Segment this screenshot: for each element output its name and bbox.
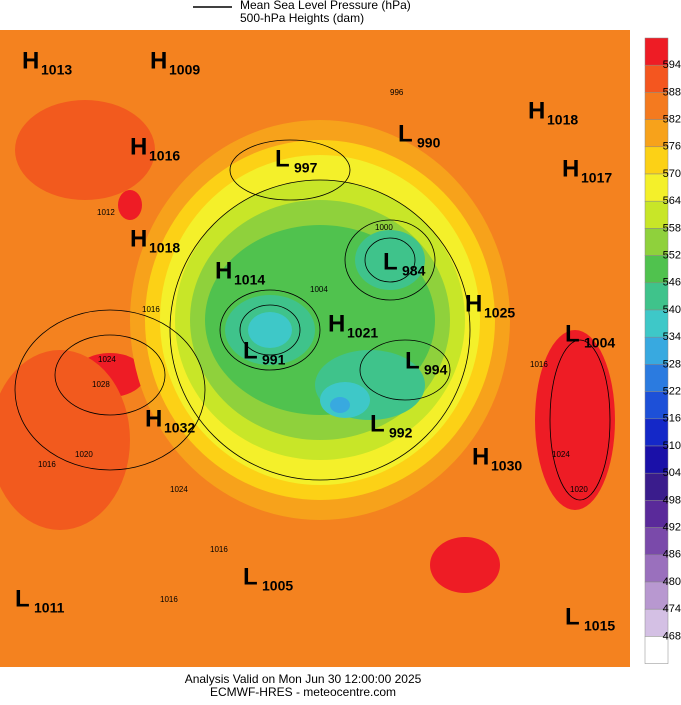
colorbar-label: 582: [663, 114, 681, 126]
center-letter: H: [130, 133, 147, 160]
center-pressure: 1016: [149, 148, 180, 164]
contour-label: 1020: [570, 485, 588, 494]
center-letter: L: [15, 585, 30, 612]
colorbar-label: 570: [663, 168, 681, 180]
center-pressure: 1005: [262, 578, 293, 594]
center-pressure: 992: [389, 425, 413, 441]
center-letter: H: [215, 257, 232, 284]
colorbar-label: 546: [663, 277, 681, 289]
colorbar-label: 576: [663, 141, 681, 153]
colorbar-label: 534: [663, 331, 681, 343]
center-letter: L: [370, 410, 385, 437]
contour-label: 1000: [375, 223, 393, 232]
center-letter: H: [328, 310, 345, 337]
center-pressure: 1032: [164, 420, 195, 436]
map: [0, 30, 630, 667]
center-letter: H: [22, 47, 39, 74]
center-letter: L: [275, 145, 290, 172]
legend-label: Mean Sea Level Pressure (hPa): [240, 0, 411, 12]
contour-label: 1016: [160, 595, 178, 604]
contour-label: 1016: [210, 545, 228, 554]
center-letter: L: [243, 337, 258, 364]
center-pressure: 991: [262, 352, 286, 368]
center-letter: H: [130, 225, 147, 252]
contour-label: 1020: [75, 450, 93, 459]
colorbar-label: 480: [663, 576, 681, 588]
colorbar-label: 504: [663, 467, 681, 479]
center-pressure: 1025: [484, 305, 515, 321]
colorbar-label: 594: [663, 59, 681, 71]
colorbar-swatch: [644, 636, 669, 664]
colorbar-label: 564: [663, 195, 681, 207]
colorbar-label: 510: [663, 440, 681, 452]
center-letter: L: [565, 320, 580, 347]
contour-label: 1024: [170, 485, 188, 494]
contour-label: 1028: [92, 380, 110, 389]
center-letter: L: [405, 347, 420, 374]
legend-label: 500-hPa Heights (dam): [240, 11, 364, 25]
center-letter: H: [562, 155, 579, 182]
colorbar-label: 492: [663, 522, 681, 534]
contour-label: 996: [390, 88, 404, 97]
contour-label: 1016: [38, 460, 56, 469]
center-pressure: 1011: [34, 600, 65, 616]
center-pressure: 1015: [584, 618, 615, 634]
center-pressure: 1014: [234, 272, 265, 288]
center-pressure: 1017: [581, 170, 612, 186]
colorbar-label: 552: [663, 250, 681, 262]
center-letter: H: [465, 290, 482, 317]
center-pressure: 990: [417, 135, 441, 151]
center-pressure: 1021: [347, 325, 378, 341]
colorbar-label: 528: [663, 358, 681, 370]
footer-text: ECMWF-HRES - meteocentre.com: [210, 685, 396, 699]
center-pressure: 997: [294, 160, 318, 176]
center-pressure: 994: [424, 362, 448, 378]
contour-label: 1004: [310, 285, 328, 294]
contour-label: 1012: [97, 208, 115, 217]
center-pressure: 1009: [169, 62, 200, 78]
footer-text: Analysis Valid on Mon Jun 30 12:00:00 20…: [185, 672, 422, 686]
center-letter: L: [383, 248, 398, 275]
center-pressure: 984: [402, 263, 426, 279]
center-pressure: 1030: [491, 458, 522, 474]
contour-label: 1016: [142, 305, 160, 314]
colorbar: 594 588 582 576 570 564 558 552 546 540 534 528 522 5…: [644, 37, 681, 664]
center-letter: H: [145, 405, 162, 432]
colorbar-label: 522: [663, 386, 681, 398]
center-pressure: 1004: [584, 335, 615, 351]
center-pressure: 1018: [547, 112, 578, 128]
center-letter: L: [565, 603, 580, 630]
center-letter: H: [528, 97, 545, 124]
colorbar-label: 516: [663, 413, 681, 425]
center-letter: H: [150, 47, 167, 74]
colorbar-label: 540: [663, 304, 681, 316]
colorbar-label: 498: [663, 494, 681, 506]
contour-label: 1016: [530, 360, 548, 369]
center-pressure: 1018: [149, 240, 180, 256]
contour-label: 1024: [552, 450, 570, 459]
colorbar-label: 588: [663, 86, 681, 98]
colorbar-label: 468: [663, 630, 681, 642]
colorbar-label: 474: [663, 603, 681, 615]
colorbar-label: 486: [663, 549, 681, 561]
center-letter: L: [398, 120, 413, 147]
colorbar-label: 558: [663, 222, 681, 234]
contour-label: 1024: [98, 355, 116, 364]
center-letter: H: [472, 443, 489, 470]
center-pressure: 1013: [41, 62, 72, 78]
center-letter: L: [243, 563, 258, 590]
